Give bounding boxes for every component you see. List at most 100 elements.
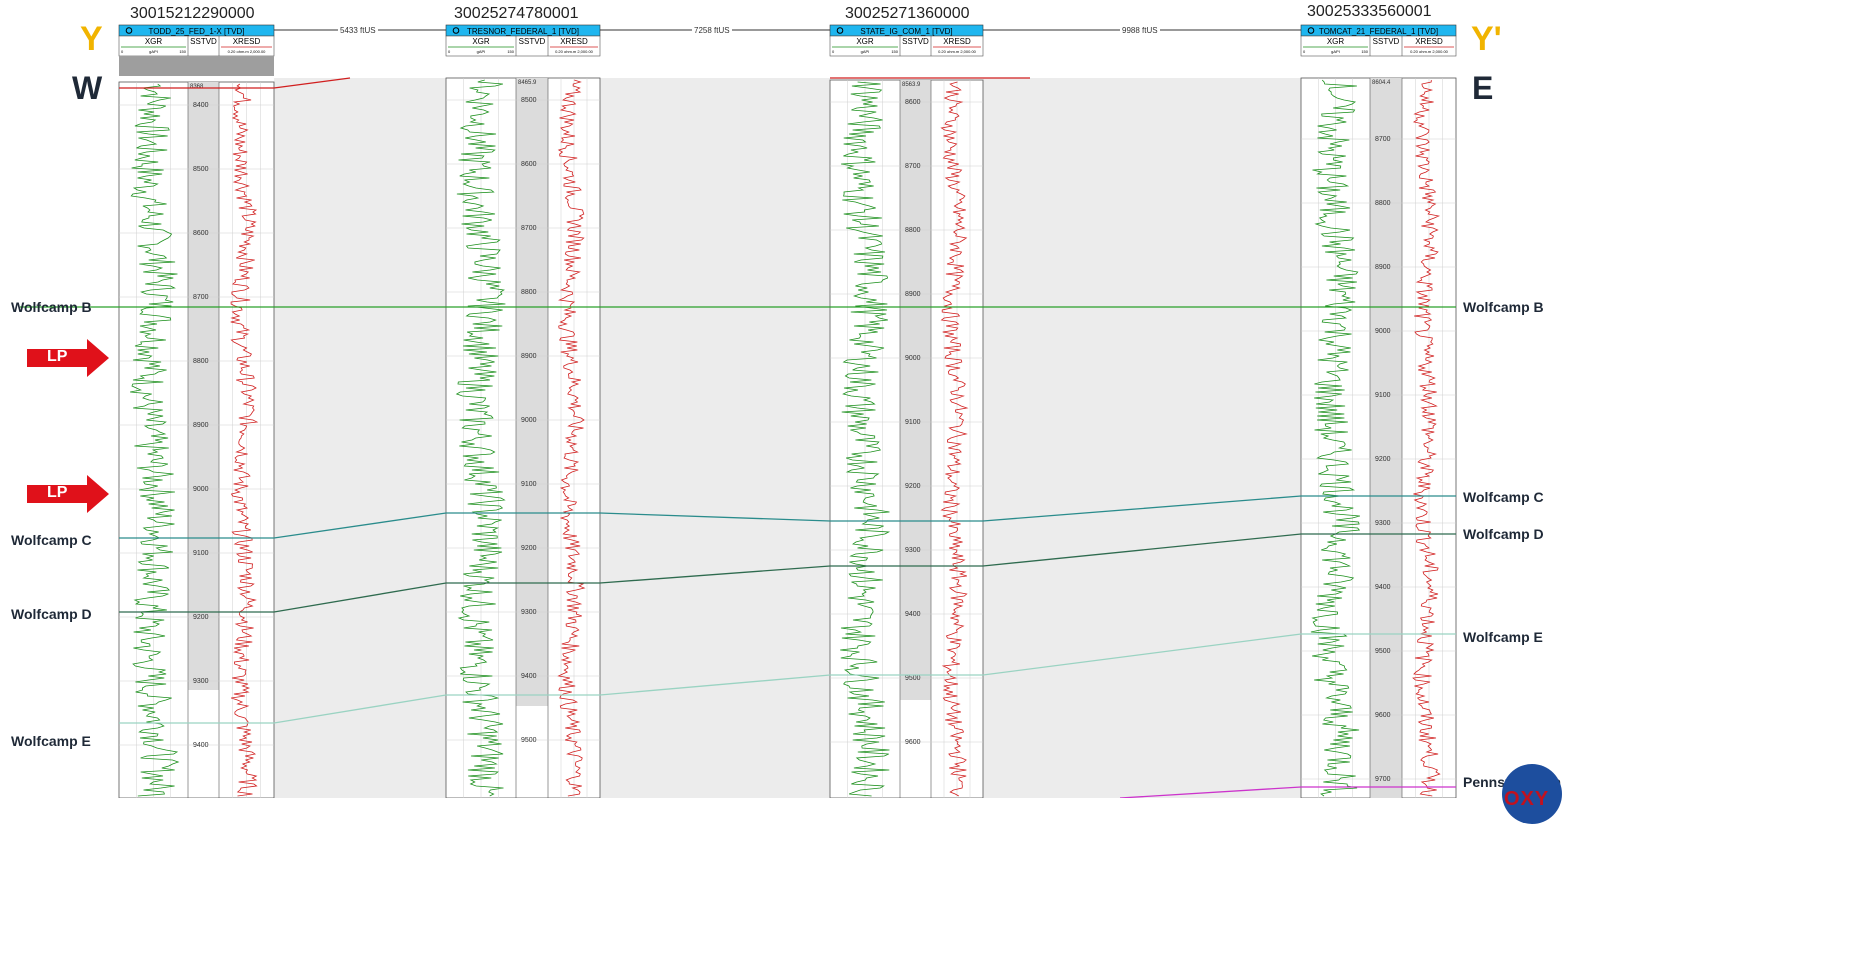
track-header bbox=[829, 35, 984, 57]
depth-tick-label: 9500 bbox=[1375, 648, 1391, 655]
pennsylvanian-horizon bbox=[1119, 786, 1456, 798]
depth-tick-label: 9100 bbox=[521, 481, 537, 488]
oil-gas-well-icon bbox=[1307, 27, 1315, 34]
depth-tick-label: 9500 bbox=[905, 675, 921, 682]
formation-label-wolfcamp-d-right: Wolfcamp D bbox=[1463, 526, 1544, 542]
well-log-4: TOMCAT_21_FEDERAL_1 [TVD]XGR SSTVD XRESD 0 g… bbox=[1300, 24, 1457, 798]
depth-tick-label: 8600 bbox=[193, 230, 209, 237]
depth-track-label: SSTVD bbox=[190, 37, 217, 46]
section-end-label: Y' bbox=[1471, 20, 1502, 58]
landing-point-marker: LP bbox=[27, 475, 109, 513]
depth-tick-label: 8900 bbox=[1375, 264, 1391, 271]
track-header bbox=[445, 35, 601, 57]
well-name-label: STATE_IG_COM_1 [TVD] bbox=[860, 27, 952, 36]
east-direction-label: E bbox=[1472, 70, 1494, 106]
depth-tick-label: 9000 bbox=[1375, 328, 1391, 335]
depth-tick-label: 9400 bbox=[193, 742, 209, 749]
depth-tick-label: 9400 bbox=[521, 673, 537, 680]
depth-tick-label: 8400 bbox=[193, 102, 209, 109]
well-spacing-3: 9988 ftUS bbox=[1120, 26, 1160, 35]
landing-point-marker: LP bbox=[27, 339, 109, 377]
res-scale: 0.20 ohm.m 2,000.00 bbox=[1410, 49, 1449, 54]
well-api-4: 30025333560001 bbox=[1307, 3, 1432, 20]
res-track-label: XRESD bbox=[943, 37, 971, 46]
well-api-2: 30025274780001 bbox=[454, 5, 579, 22]
well-spacing-1: 5433 ftUS bbox=[338, 26, 378, 35]
depth-tick-label: 9200 bbox=[521, 545, 537, 552]
gr-scale-max: 150 bbox=[179, 49, 186, 54]
res-track-label: XRESD bbox=[1415, 37, 1443, 46]
depth-tick-label: 8700 bbox=[521, 225, 537, 232]
gas-well-icon bbox=[125, 27, 133, 34]
well-api-1: 30015212290000 bbox=[130, 5, 255, 22]
gr-scale-max: 150 bbox=[1361, 49, 1368, 54]
gas-well-icon bbox=[836, 27, 844, 34]
res-scale: 0.20 ohm.m 2,000.00 bbox=[938, 49, 977, 54]
gamma-ray-curve bbox=[1310, 79, 1361, 797]
well-spacing-2: 7258 ftUS bbox=[692, 26, 732, 35]
depth-tick-label: 8600 bbox=[521, 161, 537, 168]
depth-track-label: SSTVD bbox=[902, 37, 929, 46]
well-name-label: TODD_25_FED_1-X [TVD] bbox=[149, 27, 245, 36]
gr-scale-min: 0 bbox=[448, 49, 451, 54]
depth-track-label: SSTVD bbox=[1373, 37, 1400, 46]
depth-track bbox=[1370, 78, 1402, 798]
inter-well-panel bbox=[274, 78, 446, 798]
res-scale: 0.20 ohm.m 2,000.00 bbox=[555, 49, 594, 54]
depth-tick-label: 9300 bbox=[521, 609, 537, 616]
gr-scale-min: 0 bbox=[121, 49, 124, 54]
gr-scale-min: 0 bbox=[1303, 49, 1306, 54]
gr-scale-unit: gAPI bbox=[1331, 49, 1340, 54]
formation-label-wolfcamp-c-left: Wolfcamp C bbox=[11, 532, 92, 548]
depth-tick-label: 8900 bbox=[521, 353, 537, 360]
gamma-ray-curve bbox=[840, 81, 891, 797]
inter-well-panel bbox=[983, 78, 1301, 798]
depth-tick-label: 9000 bbox=[193, 486, 209, 493]
track-header bbox=[1300, 35, 1457, 57]
gamma-ray-curve bbox=[130, 83, 180, 797]
west-direction-label: W bbox=[72, 70, 103, 106]
depth-tick-label: 9400 bbox=[905, 611, 921, 618]
well-name-label: TRESNOR_FEDERAL_1 [TVD] bbox=[467, 27, 579, 36]
section-start-label: Y bbox=[80, 20, 103, 58]
depth-tick-label: 9000 bbox=[905, 355, 921, 362]
depth-track bbox=[188, 82, 219, 690]
depth-track-label: SSTVD bbox=[519, 37, 546, 46]
depth-tick-label: 8700 bbox=[193, 294, 209, 301]
depth-tick-label: 9200 bbox=[1375, 456, 1391, 463]
depth-tick-label: 8900 bbox=[905, 291, 921, 298]
depth-tick-label: 8800 bbox=[1375, 200, 1391, 207]
depth-tick-label: 8800 bbox=[193, 358, 209, 365]
depth-tick-label: 8900 bbox=[193, 422, 209, 429]
well-log-1: TODD_25_FED_1-X [TVD]XGR SSTVD XRESD 0 gAPI 1… bbox=[118, 24, 275, 798]
depth-tick-label: 8700 bbox=[905, 163, 921, 170]
formation-label-wolfcamp-b-right: Wolfcamp B bbox=[1463, 299, 1544, 315]
depth-top-label: 8604.4 bbox=[1372, 80, 1391, 86]
depth-top-label: 8368 bbox=[190, 84, 204, 90]
depth-tick-label: 9300 bbox=[193, 678, 209, 685]
formation-label-wolfcamp-b-left: Wolfcamp B bbox=[11, 299, 92, 315]
gamma-ray-curve bbox=[455, 79, 506, 797]
formation-label-wolfcamp-e-left: Wolfcamp E bbox=[11, 733, 91, 749]
red-arrow-icon bbox=[27, 475, 109, 513]
resistivity-curve bbox=[1412, 79, 1441, 797]
well-name-label: TOMCAT_21_FEDERAL_1 [TVD] bbox=[1319, 27, 1438, 36]
depth-tick-label: 9700 bbox=[1375, 776, 1391, 783]
depth-track bbox=[900, 80, 931, 700]
depth-tick-label: 9200 bbox=[905, 483, 921, 490]
formation-label-wolfcamp-c-right: Wolfcamp C bbox=[1463, 489, 1544, 505]
formation-label-wolfcamp-d-left: Wolfcamp D bbox=[11, 606, 92, 622]
depth-tick-label: 8800 bbox=[521, 289, 537, 296]
depth-tick-label: 9600 bbox=[1375, 712, 1391, 719]
depth-tick-label: 8500 bbox=[521, 97, 537, 104]
lp-label: LP bbox=[47, 348, 68, 365]
depth-tick-label: 9100 bbox=[193, 550, 209, 557]
logo-text: OXY bbox=[1504, 788, 1550, 810]
depth-tick-label: 9600 bbox=[905, 739, 921, 746]
depth-tick-label: 9300 bbox=[905, 547, 921, 554]
resistivity-curve bbox=[230, 83, 259, 797]
well-log-2: TRESNOR_FEDERAL_1 [TVD]XGR SSTVD XRESD 0 gAP… bbox=[445, 24, 601, 798]
res-track-label: XRESD bbox=[233, 37, 261, 46]
depth-tick-label: 8700 bbox=[1375, 136, 1391, 143]
